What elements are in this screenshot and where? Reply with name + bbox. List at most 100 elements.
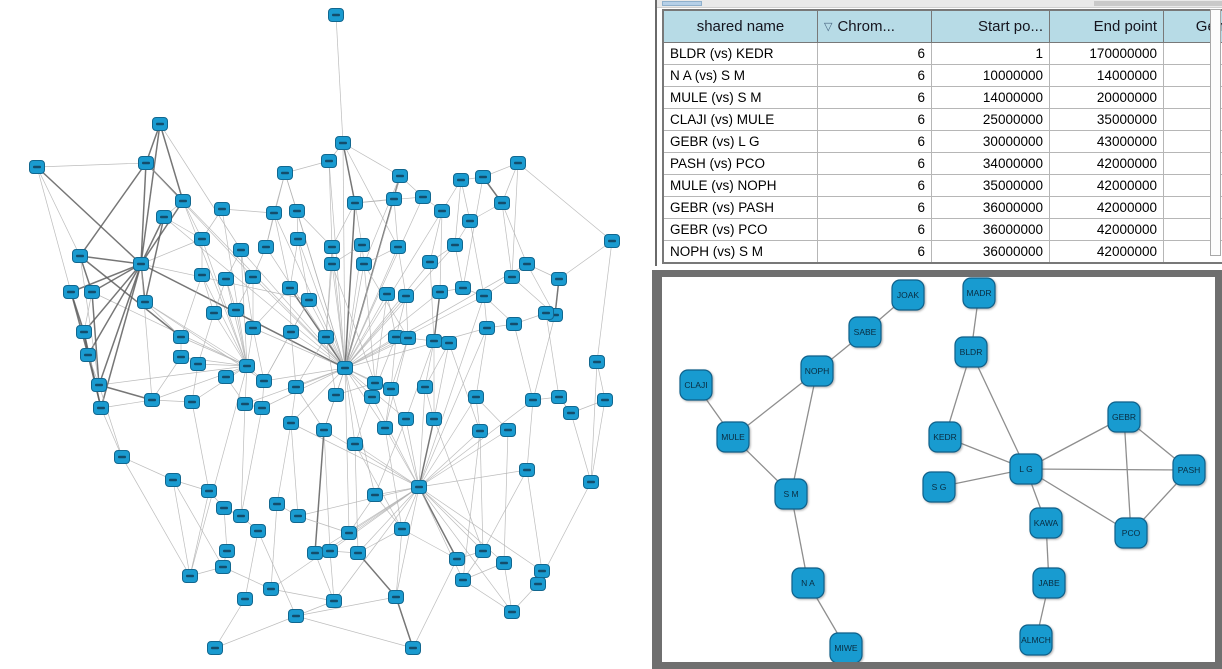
table-row[interactable]: GEBR (vs) PASH636000000420000008.9 <box>662 196 1222 219</box>
network-node[interactable] <box>364 390 380 404</box>
network-node[interactable] <box>441 336 457 350</box>
network-node[interactable] <box>218 272 234 286</box>
network-node[interactable] <box>597 393 613 407</box>
network-node[interactable] <box>215 560 231 574</box>
network-node[interactable] <box>551 272 567 286</box>
network-node[interactable] <box>462 214 478 228</box>
network-node[interactable] <box>426 412 442 426</box>
network-node[interactable] <box>390 240 406 254</box>
network-node-claji[interactable]: CLAJI <box>679 369 713 401</box>
network-node[interactable] <box>367 376 383 390</box>
network-node[interactable] <box>190 357 206 371</box>
network-node[interactable] <box>245 321 261 335</box>
subnetwork-canvas[interactable]: JOAK MADR SABE NOPH CLAJI MULE BLDR KEDR GEBR L G… <box>662 277 1215 662</box>
network-node[interactable] <box>237 592 253 606</box>
network-node[interactable] <box>80 348 96 362</box>
network-node-s-g[interactable]: S G <box>922 471 956 503</box>
network-node[interactable] <box>282 281 298 295</box>
network-node[interactable] <box>350 546 366 560</box>
network-node[interactable] <box>326 594 342 608</box>
column-header-start[interactable]: Start po... <box>931 9 1050 43</box>
subnetwork-panel[interactable]: JOAK MADR SABE NOPH CLAJI MULE BLDR KEDR GEBR L G… <box>652 270 1222 669</box>
network-node[interactable] <box>583 475 599 489</box>
network-node[interactable] <box>432 285 448 299</box>
network-node[interactable] <box>504 605 520 619</box>
network-node[interactable] <box>207 641 223 655</box>
network-node[interactable] <box>206 306 222 320</box>
horizontal-scrollbar-thumb[interactable] <box>662 1 702 6</box>
table-row[interactable]: MULE (vs) S M614000000200000007.5 <box>662 86 1222 109</box>
overview-network-panel[interactable] <box>0 0 655 669</box>
network-node-mule[interactable]: MULE <box>716 421 750 453</box>
network-node[interactable] <box>137 295 153 309</box>
network-node[interactable] <box>322 544 338 558</box>
network-node[interactable] <box>434 204 450 218</box>
network-node[interactable] <box>114 450 130 464</box>
table-row[interactable]: NOPH (vs) S M636000000420000009.9 <box>662 240 1222 264</box>
network-node[interactable] <box>201 484 217 498</box>
network-node[interactable] <box>266 206 282 220</box>
network-node[interactable] <box>239 359 255 373</box>
network-node[interactable] <box>324 257 340 271</box>
network-node[interactable] <box>283 416 299 430</box>
network-node[interactable] <box>216 501 232 515</box>
network-node[interactable] <box>604 234 620 248</box>
network-node[interactable] <box>377 421 393 435</box>
network-node[interactable] <box>388 590 404 604</box>
network-node-joak[interactable]: JOAK <box>891 279 925 311</box>
network-node-madr[interactable]: MADR <box>962 277 996 309</box>
network-node-noph[interactable]: NOPH <box>800 355 834 387</box>
network-node[interactable] <box>156 210 172 224</box>
column-header-end[interactable]: End point <box>1049 9 1164 43</box>
network-node[interactable] <box>510 156 526 170</box>
table-row[interactable]: BLDR (vs) KEDR61170000000192.0 <box>662 42 1222 65</box>
network-node-almch[interactable]: ALMCH <box>1019 624 1053 656</box>
network-edge[interactable] <box>970 351 1027 470</box>
network-node[interactable] <box>519 463 535 477</box>
network-node[interactable] <box>415 190 431 204</box>
network-node[interactable] <box>455 573 471 587</box>
network-node-kawa[interactable]: KAWA <box>1029 507 1063 539</box>
network-node[interactable] <box>426 334 442 348</box>
network-edge[interactable] <box>790 370 818 495</box>
network-node[interactable] <box>237 397 253 411</box>
network-node[interactable] <box>506 317 522 331</box>
network-node[interactable] <box>245 270 261 284</box>
network-node[interactable] <box>379 287 395 301</box>
network-node[interactable] <box>318 330 334 344</box>
network-node[interactable] <box>367 488 383 502</box>
network-node[interactable] <box>551 390 567 404</box>
network-node[interactable] <box>182 569 198 583</box>
network-node[interactable] <box>289 204 305 218</box>
network-node-miwe[interactable]: MIWE <box>829 632 863 662</box>
network-node[interactable] <box>589 355 605 369</box>
network-node-gebr[interactable]: GEBR <box>1107 401 1141 433</box>
network-node[interactable] <box>269 497 285 511</box>
network-node[interactable] <box>447 238 463 252</box>
network-node[interactable] <box>468 390 484 404</box>
network-node[interactable] <box>563 406 579 420</box>
network-node[interactable] <box>263 582 279 596</box>
network-node[interactable] <box>383 382 399 396</box>
network-node[interactable] <box>76 325 92 339</box>
table-horizontal-scrollbar[interactable] <box>657 0 1222 8</box>
network-node[interactable] <box>356 257 372 271</box>
network-node[interactable] <box>133 257 149 271</box>
network-node[interactable] <box>398 289 414 303</box>
network-node[interactable] <box>496 556 512 570</box>
network-node[interactable] <box>290 509 306 523</box>
network-node[interactable] <box>472 424 488 438</box>
network-node[interactable] <box>328 8 344 22</box>
network-node[interactable] <box>494 196 510 210</box>
network-node[interactable] <box>173 330 189 344</box>
network-node[interactable] <box>233 509 249 523</box>
network-node[interactable] <box>449 552 465 566</box>
network-node[interactable] <box>500 423 516 437</box>
network-node[interactable] <box>398 412 414 426</box>
network-node[interactable] <box>354 238 370 252</box>
network-node[interactable] <box>175 194 191 208</box>
network-node[interactable] <box>417 380 433 394</box>
network-node[interactable] <box>534 564 550 578</box>
network-node[interactable] <box>233 243 249 257</box>
network-node[interactable] <box>72 249 88 263</box>
